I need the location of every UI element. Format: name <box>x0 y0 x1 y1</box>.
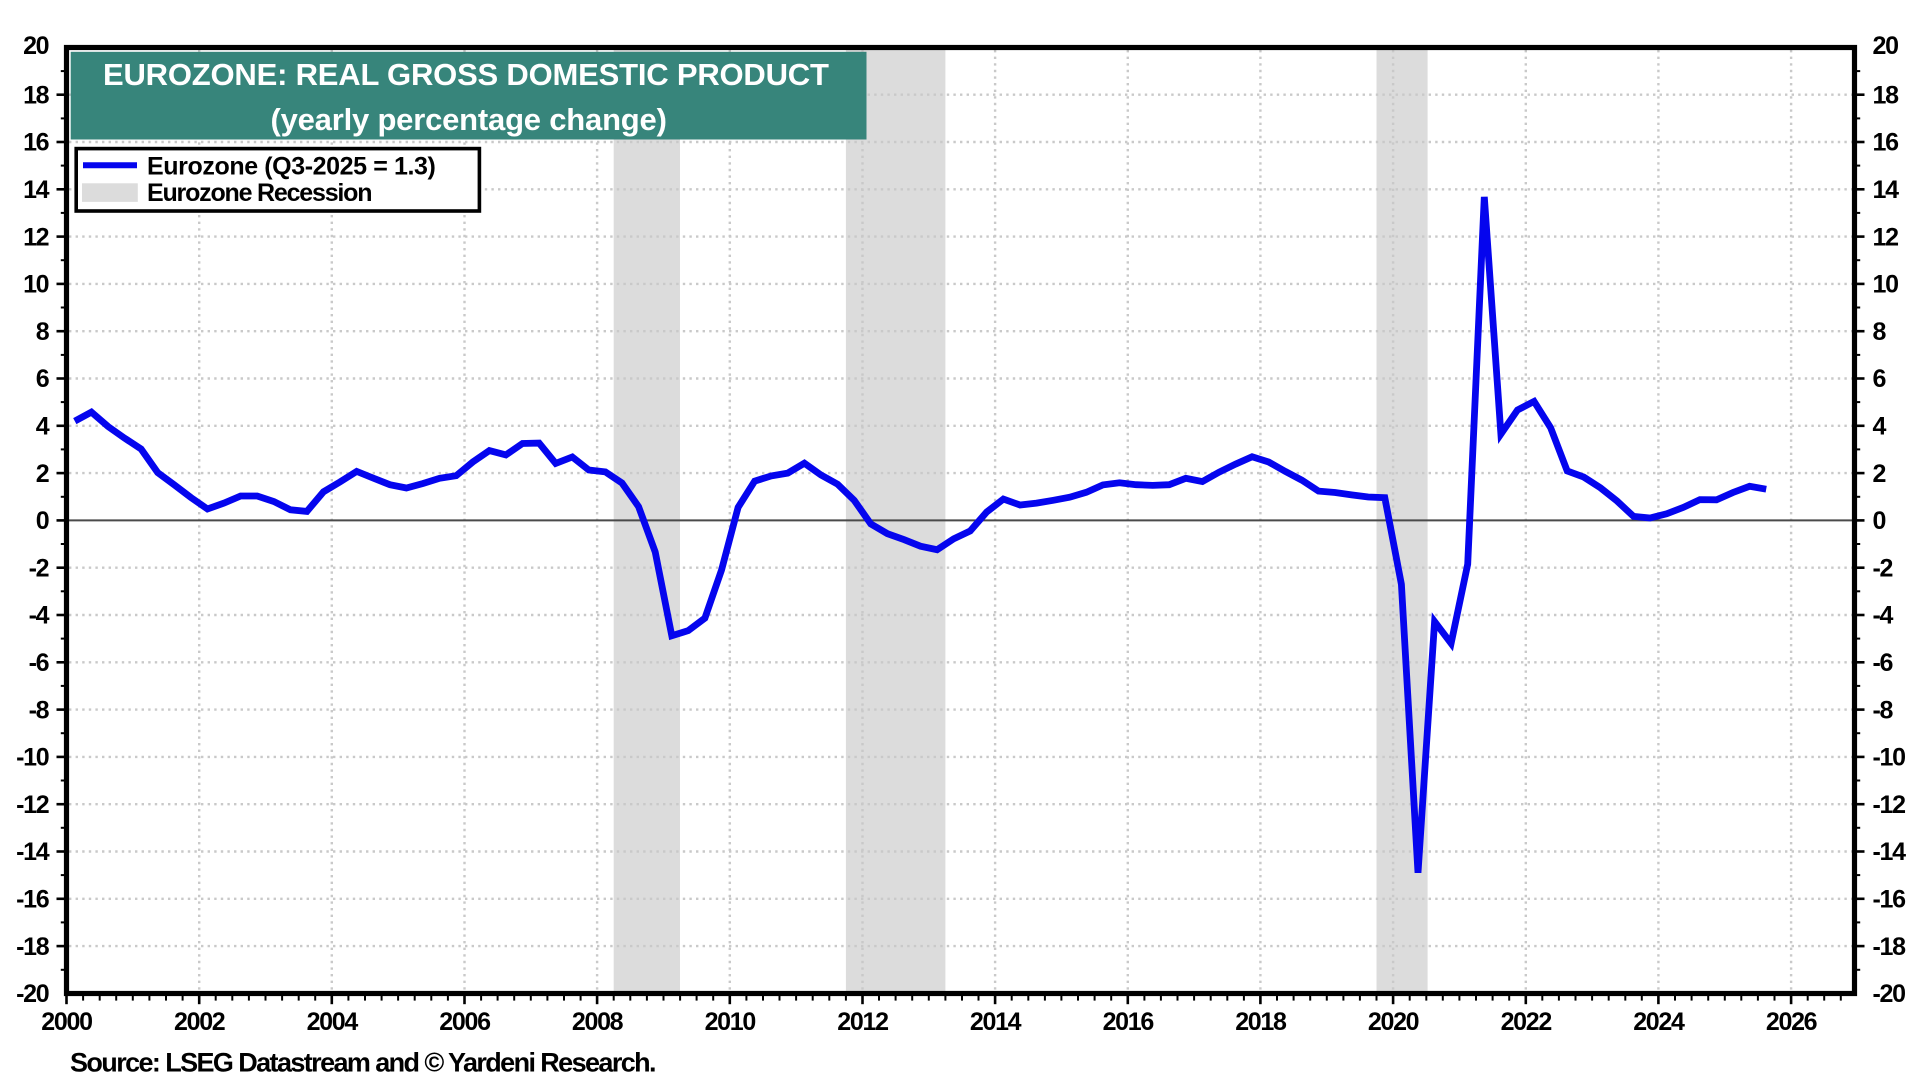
svg-text:-6: -6 <box>29 649 49 677</box>
svg-text:6: 6 <box>36 365 49 393</box>
svg-text:2018: 2018 <box>1235 1008 1287 1036</box>
svg-text:4: 4 <box>36 413 50 441</box>
svg-text:2016: 2016 <box>1103 1008 1154 1036</box>
svg-text:18: 18 <box>23 81 50 109</box>
svg-text:(yearly percentage change): (yearly percentage change) <box>270 102 666 137</box>
svg-text:-2: -2 <box>29 554 49 582</box>
svg-text:-6: -6 <box>1873 649 1893 677</box>
svg-text:2002: 2002 <box>174 1008 225 1036</box>
svg-text:12: 12 <box>1873 223 1899 251</box>
svg-text:-12: -12 <box>1873 791 1906 819</box>
svg-text:2022: 2022 <box>1501 1008 1552 1036</box>
svg-text:-20: -20 <box>1873 980 1906 1008</box>
svg-text:20: 20 <box>23 32 49 60</box>
svg-text:-10: -10 <box>1873 744 1906 772</box>
svg-text:2024: 2024 <box>1633 1008 1685 1036</box>
svg-text:6: 6 <box>1873 365 1886 393</box>
svg-text:2008: 2008 <box>572 1008 624 1036</box>
svg-text:0: 0 <box>36 507 49 535</box>
svg-text:-12: -12 <box>16 791 49 819</box>
svg-text:2006: 2006 <box>439 1008 490 1036</box>
svg-text:16: 16 <box>23 129 49 157</box>
svg-text:-18: -18 <box>1873 933 1907 961</box>
svg-text:-14: -14 <box>1873 838 1907 866</box>
svg-text:2012: 2012 <box>837 1008 888 1036</box>
svg-text:14: 14 <box>23 176 50 204</box>
svg-text:2: 2 <box>1873 460 1886 488</box>
svg-text:2004: 2004 <box>307 1008 359 1036</box>
svg-text:-8: -8 <box>1873 696 1894 724</box>
svg-text:2020: 2020 <box>1368 1008 1419 1036</box>
svg-text:-8: -8 <box>29 696 50 724</box>
svg-text:10: 10 <box>23 271 49 299</box>
svg-text:4: 4 <box>1873 413 1887 441</box>
svg-text:-4: -4 <box>1873 602 1894 630</box>
svg-text:Eurozone Recession: Eurozone Recession <box>147 179 371 207</box>
svg-text:-20: -20 <box>16 980 49 1008</box>
svg-text:8: 8 <box>1873 318 1887 346</box>
svg-text:-4: -4 <box>29 602 50 630</box>
svg-text:-18: -18 <box>16 933 50 961</box>
svg-text:16: 16 <box>1873 129 1899 157</box>
svg-text:-16: -16 <box>16 886 49 914</box>
svg-text:2: 2 <box>36 460 49 488</box>
svg-text:0: 0 <box>1873 507 1886 535</box>
svg-text:-10: -10 <box>16 744 49 772</box>
svg-text:2010: 2010 <box>705 1008 756 1036</box>
svg-text:20: 20 <box>1873 32 1899 60</box>
svg-text:-16: -16 <box>1873 886 1906 914</box>
svg-text:Source: LSEG Datastream and ©: Source: LSEG Datastream and © Yardeni Re… <box>70 1048 655 1078</box>
svg-text:18: 18 <box>1873 81 1900 109</box>
svg-text:2014: 2014 <box>970 1008 1022 1036</box>
svg-text:8: 8 <box>36 318 50 346</box>
svg-text:12: 12 <box>23 223 49 251</box>
svg-text:-2: -2 <box>1873 554 1893 582</box>
svg-text:2026: 2026 <box>1766 1008 1817 1036</box>
svg-text:10: 10 <box>1873 271 1899 299</box>
svg-text:2000: 2000 <box>41 1008 92 1036</box>
svg-text:14: 14 <box>1873 176 1900 204</box>
svg-text:EUROZONE: REAL GROSS DOMESTIC: EUROZONE: REAL GROSS DOMESTIC PRODUCT <box>103 57 829 92</box>
svg-text:Eurozone (Q3-2025 = 1.3): Eurozone (Q3-2025 = 1.3) <box>147 153 435 181</box>
svg-text:-14: -14 <box>16 838 50 866</box>
